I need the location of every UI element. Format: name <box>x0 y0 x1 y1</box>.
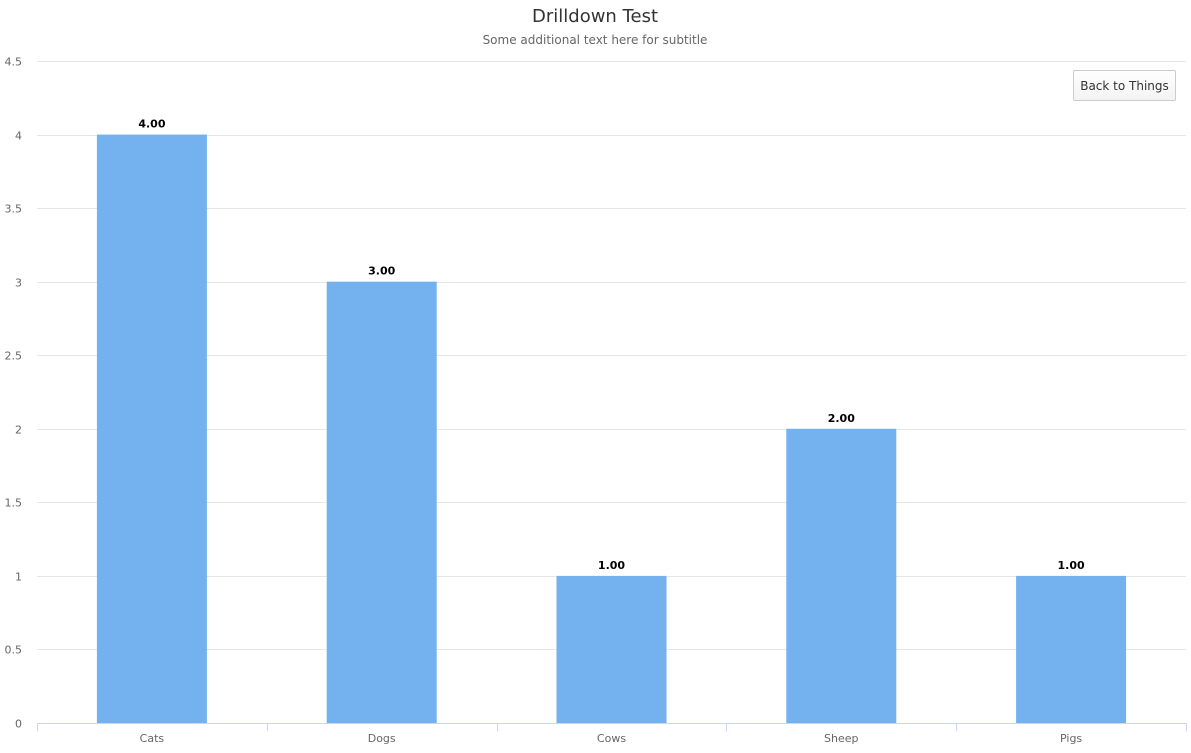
chart-title: Drilldown Test <box>532 6 658 27</box>
x-axis: Cats Dogs Cows Sheep Pigs <box>37 723 1187 745</box>
data-label: 4.00 <box>138 118 165 131</box>
data-label: 3.00 <box>368 265 395 278</box>
x-tick-label[interactable]: Pigs <box>1060 732 1082 745</box>
back-to-things-button[interactable]: Back to Things <box>1073 70 1176 101</box>
y-tick-label: 3.5 <box>5 203 23 216</box>
y-tick-label: 0.5 <box>5 644 23 657</box>
data-labels: 4.00 3.00 1.00 2.00 1.00 <box>138 118 1085 572</box>
y-tick-label: 4 <box>15 130 22 143</box>
bar-sheep[interactable] <box>786 428 897 723</box>
y-tick-label: 2.5 <box>5 350 23 363</box>
y-tick-label: 0 <box>15 718 22 731</box>
bar-cats[interactable] <box>96 134 207 724</box>
chart-subtitle: Some additional text here for subtitle <box>483 33 708 47</box>
y-tick-label: 2 <box>15 424 22 437</box>
data-label: 1.00 <box>1058 559 1085 572</box>
x-tick-label[interactable]: Cats <box>140 732 165 745</box>
y-tick-label: 1.5 <box>5 497 23 510</box>
y-tick-label: 1 <box>15 571 22 584</box>
bars <box>96 134 1127 724</box>
data-label: 1.00 <box>598 559 625 572</box>
x-tick-label[interactable]: Sheep <box>824 732 858 745</box>
data-label: 2.00 <box>828 412 855 425</box>
y-tick-label: 3 <box>15 277 22 290</box>
bar-cows[interactable] <box>556 575 667 723</box>
y-tick-label: 4.5 <box>5 56 23 69</box>
grid-lines <box>37 61 1186 650</box>
y-axis-ticks: 0 0.5 1 1.5 2 2.5 3 3.5 4 4.5 <box>5 56 23 731</box>
x-tick-label[interactable]: Dogs <box>368 732 396 745</box>
bar-dogs[interactable] <box>326 281 437 723</box>
bar-pigs[interactable] <box>1016 575 1127 723</box>
x-tick-label[interactable]: Cows <box>597 732 626 745</box>
